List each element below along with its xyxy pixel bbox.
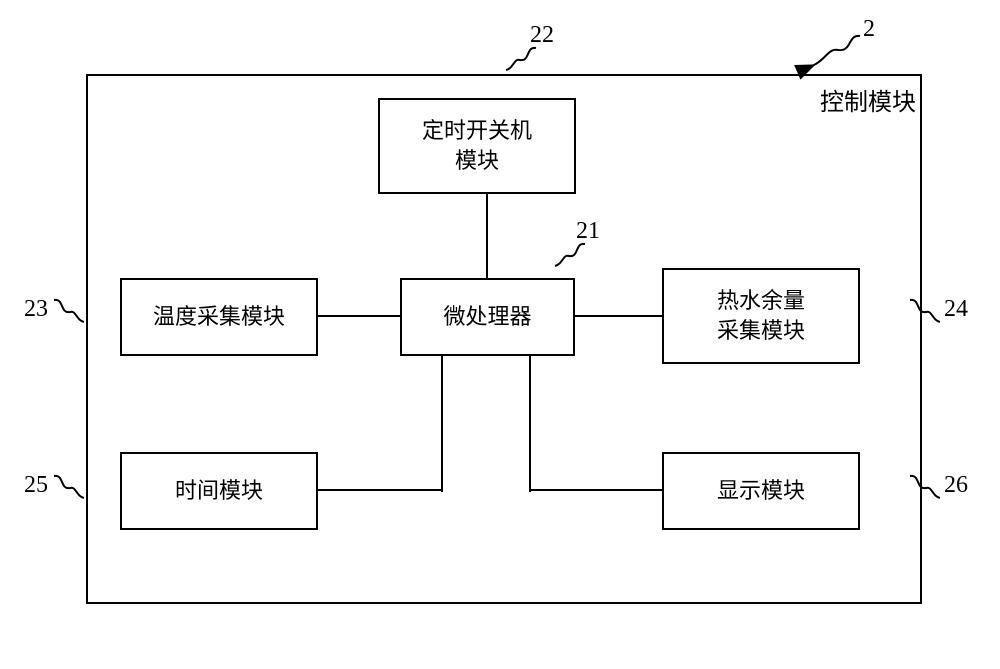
ref-label-25: 25 — [24, 472, 48, 499]
ref-label-24: 24 — [944, 296, 968, 323]
ref-arrow-2 — [0, 0, 1, 1]
node-microprocessor: 微处理器 — [400, 278, 575, 356]
ref-label-23: 23 — [24, 296, 48, 323]
node-time-module: 时间模块 — [120, 452, 318, 530]
node-text: 温度采集模块 — [153, 302, 285, 332]
node-timer-switch-module: 定时开关机 模块 — [378, 98, 576, 194]
outer-box-label: 控制模块 — [820, 82, 916, 117]
ref-label-22: 22 — [530, 22, 554, 49]
node-text: 显示模块 — [717, 476, 805, 506]
diagram-canvas: 控制模块 2 微处理器 定时开关机 模块 温度采集模块 热水余量 采集模块 时间… — [0, 0, 1000, 669]
node-text: 定时开关机 模块 — [422, 116, 532, 175]
ref-label-26: 26 — [944, 472, 968, 499]
node-hotwater-remaining: 热水余量 采集模块 — [662, 268, 860, 364]
node-text: 微处理器 — [443, 302, 531, 332]
node-display-module: 显示模块 — [662, 452, 860, 530]
ref-label-2: 2 — [863, 16, 875, 43]
node-temp-acquisition: 温度采集模块 — [120, 278, 318, 356]
node-text: 时间模块 — [175, 476, 263, 506]
ref-label-21: 21 — [576, 218, 600, 245]
node-text: 热水余量 采集模块 — [717, 286, 805, 345]
